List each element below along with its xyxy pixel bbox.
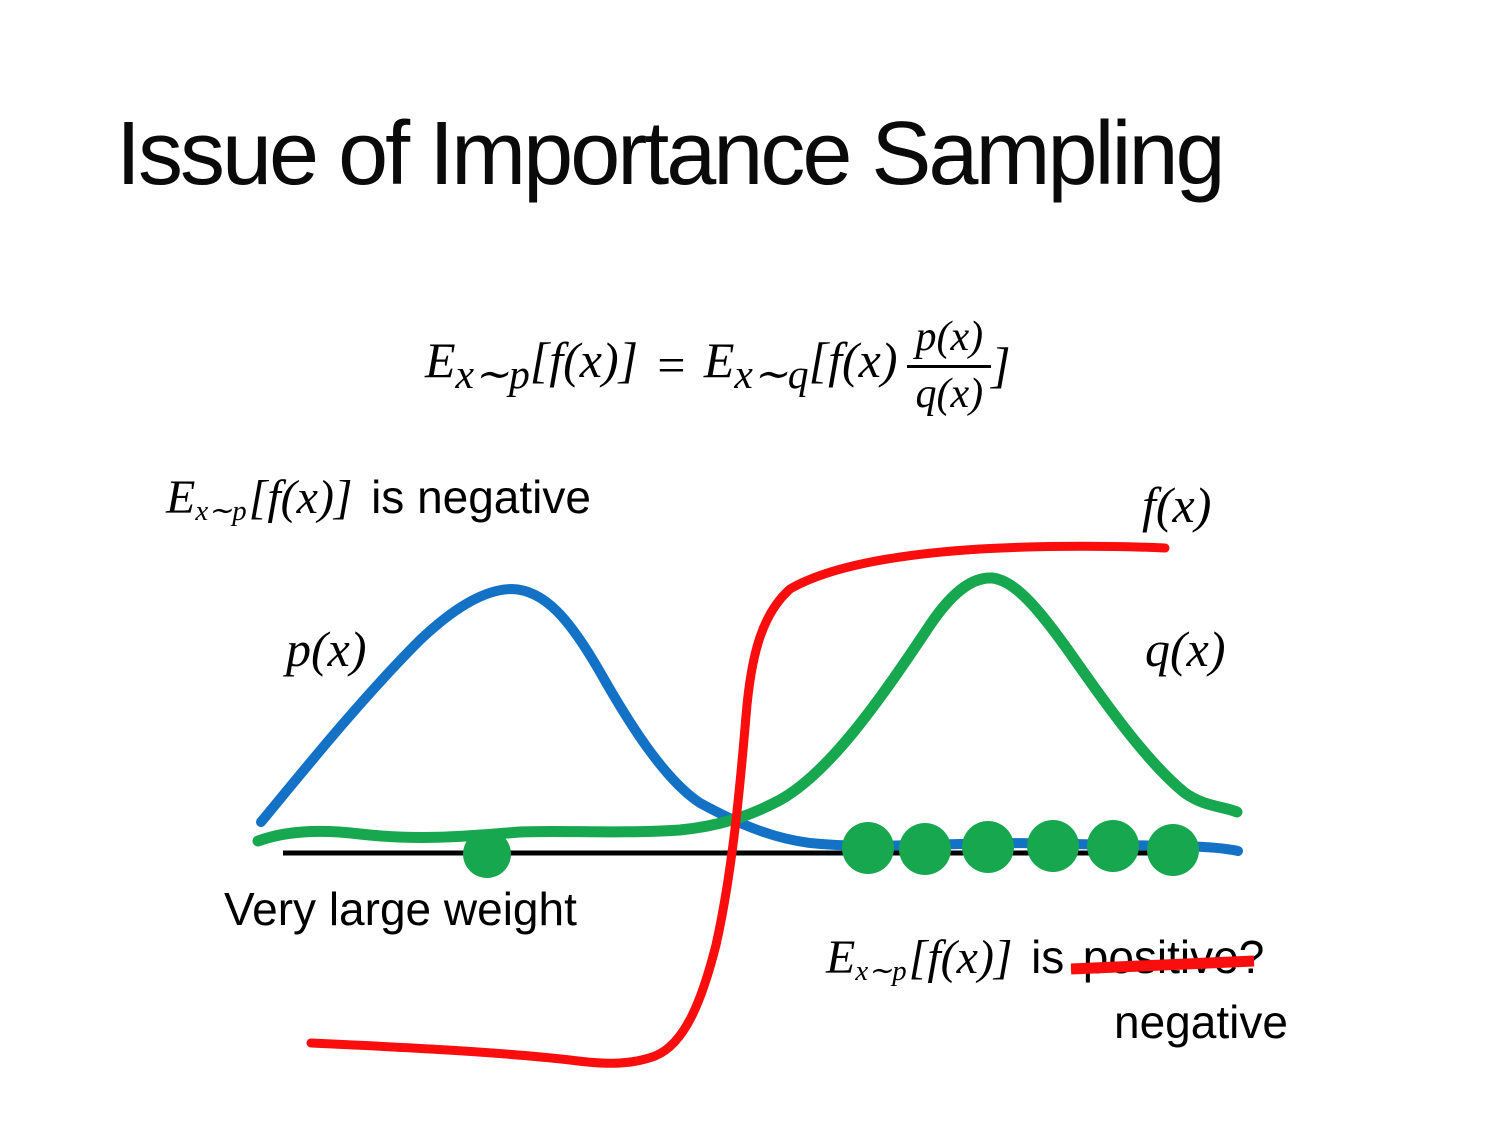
expectation-positive-math: Ex∼p[f(x)] [826, 931, 1013, 988]
formula-rhs-E: E [703, 331, 735, 388]
slide-title: Issue of Importance Sampling [116, 104, 1226, 204]
neg-expect-bracket-term: [f(x)] [248, 471, 353, 524]
expectation-negative-label: Ex∼p[f(x)] is negative [166, 470, 591, 528]
importance-sampling-formula: Ex∼p[f(x)] = Ex∼q[f(x) p(x) q(x) ] [425, 292, 1011, 437]
expectation-negative-math: Ex∼p[f(x)] [166, 471, 353, 528]
neg-expect-subscript: x∼p [195, 495, 247, 528]
formula-rhs-bracket-term: [f(x) [808, 331, 898, 388]
neg-expect-E: E [166, 471, 196, 524]
expectation-negative-text: is negative [371, 471, 591, 523]
formula-rhs: Ex∼q[f(x) [704, 331, 898, 399]
sample-dot-right [1027, 820, 1079, 872]
formula-closing-bracket: ] [991, 336, 1011, 393]
pos-expect-bracket-term: [f(x)] [908, 931, 1013, 984]
q-curve-label: q(x) [1145, 621, 1226, 677]
p-curve-label: p(x) [286, 621, 367, 677]
formula-rhs-subscript: x∼q [734, 351, 809, 398]
formula-equals-sign: = [654, 336, 688, 393]
struck-positive-text: positive? [1082, 931, 1265, 983]
sample-dot-right [962, 821, 1014, 873]
sample-dot-right [899, 823, 951, 875]
fraction-numerator: p(x) [907, 313, 992, 368]
pos-expect-subscript: x∼p [855, 955, 907, 988]
sample-dot-left [463, 830, 511, 878]
negative-correction-text: negative [1114, 996, 1288, 1048]
sample-dot-right [1087, 820, 1139, 872]
very-large-weight-label: Very large weight [224, 883, 577, 935]
formula-weight-fraction: p(x) q(x) [907, 313, 992, 417]
formula-lhs-E: E [425, 331, 456, 388]
pos-expect-E: E [826, 931, 856, 984]
fraction-denominator: q(x) [915, 371, 984, 417]
formula-lhs: Ex∼p[f(x)] [425, 331, 638, 399]
formula-lhs-subscript: x∼p [455, 351, 530, 398]
f-curve-label: f(x) [1142, 477, 1212, 533]
p-distribution-curve [256, 584, 1243, 856]
expectation-positive-is-text: is [1031, 931, 1065, 983]
sample-dot-right [842, 822, 894, 874]
formula-lhs-bracket-term: [f(x)] [529, 331, 639, 388]
q-distribution-curve [252, 572, 1243, 847]
sample-dot-right [1147, 824, 1199, 876]
expectation-positive-label: Ex∼p[f(x)] is positive? [826, 930, 1264, 988]
